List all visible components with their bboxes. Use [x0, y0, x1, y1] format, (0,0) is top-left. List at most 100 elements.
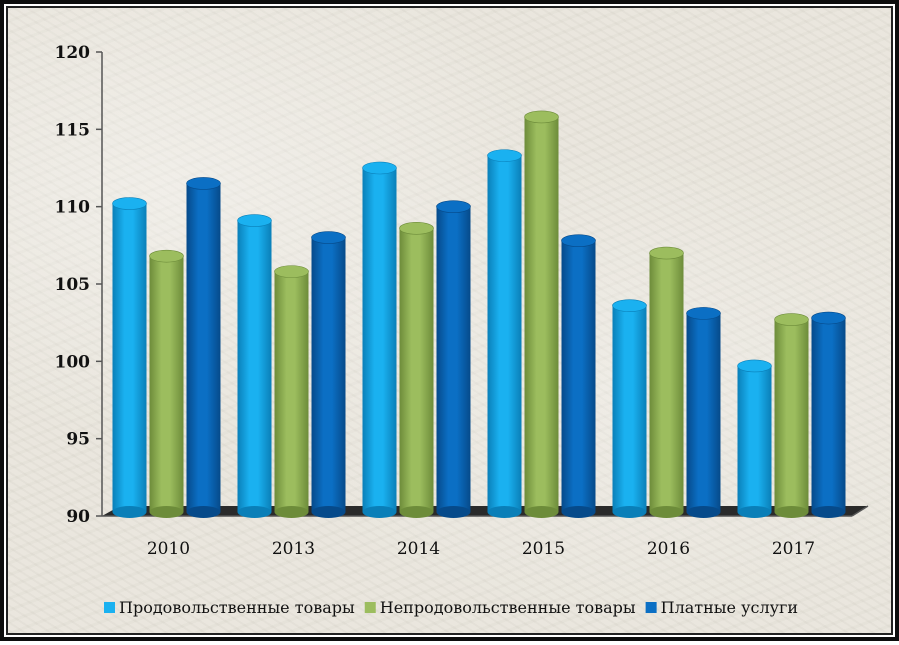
bar	[811, 311, 846, 518]
bar-body	[774, 319, 809, 512]
bar	[186, 177, 221, 518]
bar-base	[399, 506, 434, 518]
bar	[686, 307, 721, 518]
bar-base	[811, 506, 846, 518]
x-tick-label: 2015	[522, 539, 565, 559]
bars	[112, 110, 846, 518]
bar-top	[774, 313, 809, 326]
legend-item: Продовольственные товары	[104, 598, 355, 617]
bar-body	[737, 365, 772, 512]
x-tick-label: 2010	[147, 539, 190, 559]
bar-base	[436, 506, 471, 518]
bar-base	[737, 506, 772, 518]
bar-top	[149, 249, 184, 263]
bar-body	[811, 318, 846, 512]
bar	[612, 299, 647, 518]
legend-item: Непродовольственные товары	[364, 598, 636, 617]
bar-body	[311, 237, 346, 512]
bar	[649, 246, 684, 518]
bar-top	[436, 200, 471, 213]
y-axis: 90 95 100 105 110 115 120	[55, 43, 103, 527]
bar-base	[362, 506, 397, 518]
bar-base	[612, 506, 647, 518]
x-tick-label: 2013	[272, 539, 315, 559]
bar-base	[186, 506, 221, 518]
bar-body	[436, 206, 471, 512]
bar	[362, 161, 397, 518]
bar-body	[524, 116, 559, 513]
x-tick-label: 2016	[647, 539, 690, 559]
bar-base	[649, 506, 684, 518]
bar-top	[487, 149, 522, 162]
bar-body	[649, 253, 684, 513]
bar	[487, 149, 522, 518]
bar	[149, 249, 184, 518]
bar-top	[399, 222, 434, 235]
bar-base	[487, 506, 522, 518]
y-tick-label: 95	[66, 430, 90, 450]
bar	[112, 197, 147, 518]
bar-body	[274, 271, 309, 512]
bar-top	[524, 110, 559, 124]
y-tick-label: 90	[66, 507, 90, 527]
bar	[311, 231, 346, 518]
bar-base	[524, 506, 559, 518]
bar-body	[399, 228, 434, 512]
bar	[737, 359, 772, 518]
bar	[237, 214, 272, 518]
bar-base	[149, 506, 184, 518]
bar-top	[561, 234, 596, 247]
bar-body	[186, 183, 221, 512]
x-axis-labels: 2010 2013 2014 2015 2016 2017	[147, 539, 815, 559]
y-tick-label: 115	[55, 120, 91, 140]
bar-top	[737, 359, 772, 373]
legend-swatch	[364, 602, 376, 613]
bar-top	[311, 231, 346, 244]
bar-body	[686, 313, 721, 512]
bar	[399, 222, 434, 518]
bar-base	[237, 506, 272, 518]
bar	[774, 313, 809, 518]
bar-top	[112, 197, 147, 210]
bar-base	[274, 506, 309, 518]
bar-top	[686, 307, 721, 320]
legend-swatch	[104, 602, 115, 613]
y-tick-label: 100	[55, 352, 91, 372]
y-tick-label: 105	[55, 275, 91, 295]
bar	[274, 265, 309, 518]
x-axis-depth-line	[851, 505, 869, 517]
legend-label: Продовольственные товары	[119, 598, 355, 617]
x-tick-label: 2017	[772, 539, 815, 559]
bar	[561, 234, 596, 518]
bar-top	[362, 161, 397, 175]
bar-body	[561, 240, 596, 512]
bar	[524, 110, 559, 518]
y-tick-label: 110	[55, 198, 91, 218]
bar-base	[112, 506, 147, 518]
bar-body	[237, 220, 272, 512]
legend-swatch	[645, 602, 657, 613]
bar-base	[561, 506, 596, 518]
bar-body	[149, 256, 184, 512]
legend-label: Непродовольственные товары	[380, 598, 636, 617]
bar-chart: 90 95 100 105 110 115 120 2010 2013 2014 2015 2016…	[55, 43, 869, 617]
bar-top	[237, 214, 272, 227]
bar-top	[811, 311, 846, 325]
bar-body	[487, 155, 522, 513]
bar-base	[686, 506, 721, 518]
bar-body	[112, 203, 147, 512]
bar-top	[186, 177, 221, 190]
bar-top	[612, 299, 647, 312]
bar-base	[311, 506, 346, 518]
bar	[436, 200, 471, 518]
bar-base	[774, 506, 809, 518]
y-tick-label: 120	[55, 43, 91, 63]
legend-item: Платные услуги	[645, 598, 798, 617]
legend-label: Платные услуги	[661, 598, 798, 617]
bar-body	[612, 305, 647, 512]
bar-body	[362, 168, 397, 512]
bar-top	[649, 246, 684, 260]
bar-top	[274, 265, 309, 278]
x-tick-label: 2014	[397, 539, 440, 559]
